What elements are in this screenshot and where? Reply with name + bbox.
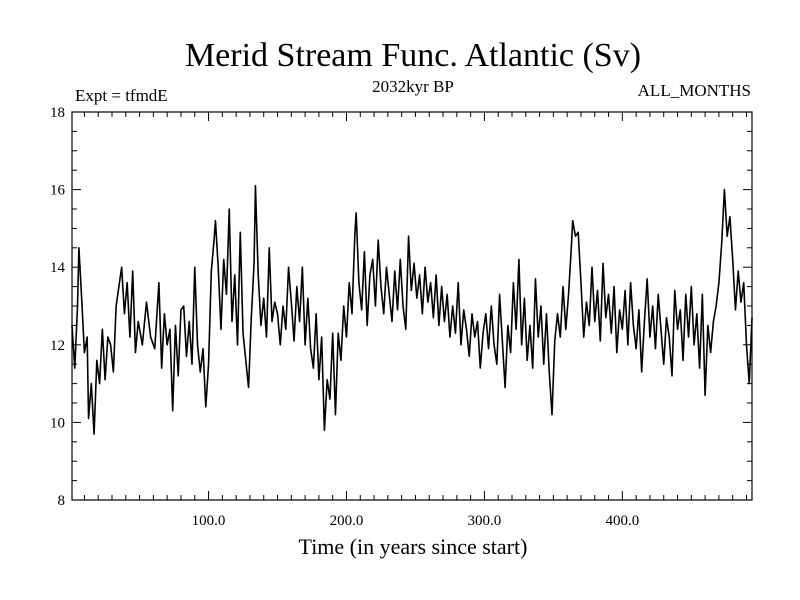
months-label: ALL_MONTHS [638,81,751,100]
x-tick-label: 400.0 [605,513,639,529]
y-tick-label: 14 [50,260,66,276]
y-tick-label: 10 [50,415,65,431]
experiment-label: Expt = tfmdE [75,86,168,105]
y-tick-label: 12 [50,338,65,354]
x-axis-tick-labels: 100.0 200.0 300.0 400.0 [192,513,640,529]
y-tick-label: 16 [50,183,66,199]
series-line [71,184,753,435]
y-tick-label: 8 [58,493,66,509]
x-tick-label: 100.0 [192,513,226,529]
plot-frame [71,111,753,501]
y-tick-label: 18 [50,105,65,121]
y-axis-tick-labels: 8 10 12 14 16 18 [50,105,66,509]
x-tick-label: 300.0 [468,513,502,529]
x-axis-label: Time (in years since start) [299,534,528,559]
y-axis-ticks [72,111,752,501]
x-tick-label: 200.0 [330,513,364,529]
x-axis-ticks [83,112,747,500]
chart-title: Merid Stream Func. Atlantic (Sv) [185,37,641,74]
era-label: 2032kyr BP [372,77,454,96]
